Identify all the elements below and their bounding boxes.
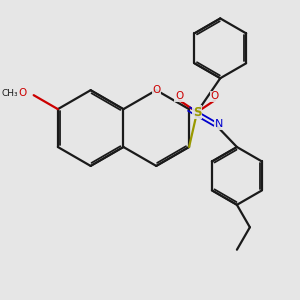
Text: O: O: [152, 85, 160, 95]
Text: O: O: [18, 88, 27, 98]
Text: S: S: [193, 106, 201, 118]
Text: O: O: [175, 91, 183, 101]
Text: O: O: [211, 91, 219, 101]
Text: CH₃: CH₃: [1, 89, 18, 98]
Text: N: N: [215, 119, 223, 129]
